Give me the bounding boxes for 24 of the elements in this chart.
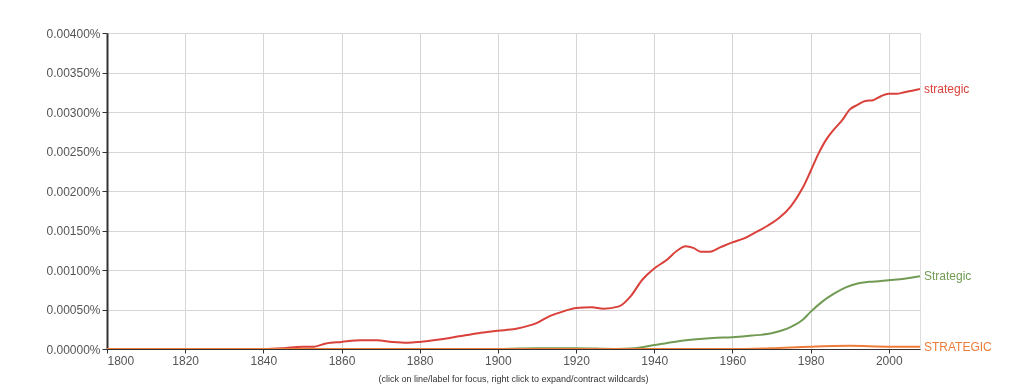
- y-tick-label: 0.00300%: [46, 105, 101, 120]
- y-tick-label: 0.00400%: [46, 26, 101, 41]
- y-tick-label: 0.00350%: [46, 66, 101, 80]
- x-tick-label: 1900: [485, 353, 513, 368]
- y-tick-label: 0.00200%: [46, 184, 101, 199]
- y-tick-label: 0.00000%: [46, 342, 101, 357]
- x-tick-label: 1800: [107, 353, 135, 368]
- x-tick-label: 1940: [641, 353, 669, 368]
- series-label: STRATEGIC: [924, 339, 993, 354]
- x-tick-label: 1840: [250, 353, 278, 368]
- y-tick-label: 0.00050%: [46, 303, 101, 317]
- x-tick-label: 1880: [406, 353, 434, 368]
- x-tick-label: 1860: [328, 353, 356, 368]
- series-label: Strategic: [924, 269, 972, 284]
- x-tick-label: 1920: [563, 353, 591, 368]
- y-tick-label: 0.00150%: [46, 224, 101, 238]
- x-tick-label: 1980: [797, 353, 825, 368]
- x-tick-label: 1960: [719, 353, 747, 368]
- series-label: strategic: [924, 82, 970, 97]
- x-tick-label: 1820: [172, 353, 200, 368]
- x-tick-label: 2000: [875, 353, 903, 368]
- text: (click on line/label for focus, right click to expand/contract wildcards): [378, 374, 649, 384]
- y-tick-label: 0.00250%: [46, 145, 101, 159]
- y-tick-label: 0.00100%: [46, 263, 101, 278]
